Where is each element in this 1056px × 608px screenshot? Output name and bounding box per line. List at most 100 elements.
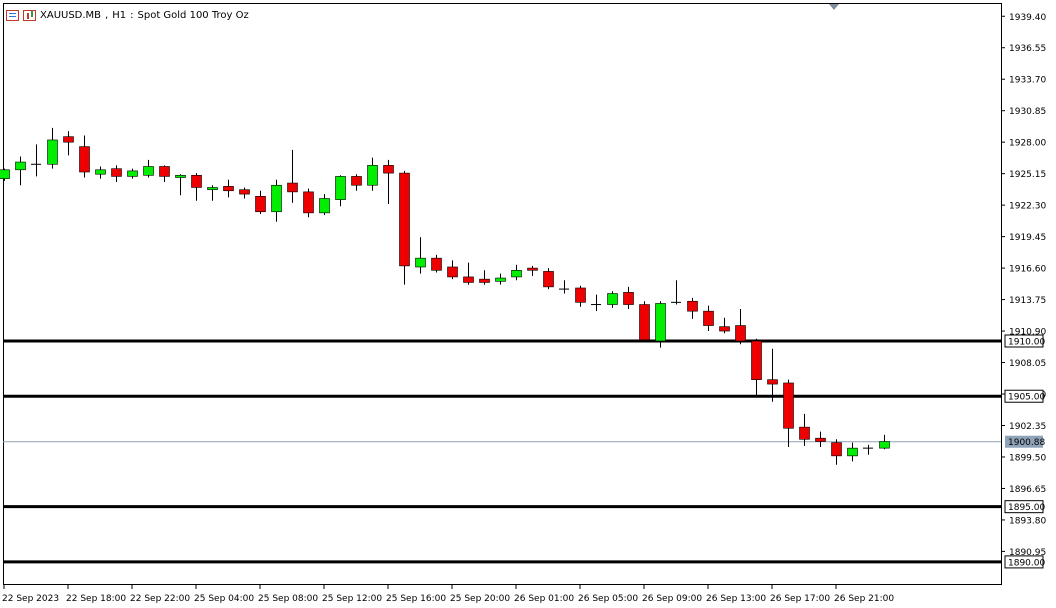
bid-price-tag (1005, 435, 1043, 448)
candle (751, 338, 762, 397)
candle (527, 265, 538, 276)
price-tick-label: 1925.15 (1009, 170, 1046, 180)
time-tick-label: 26 Sep 17:00 (770, 594, 830, 604)
candle (591, 294, 601, 312)
plot-border (3, 3, 1002, 585)
candle-body (111, 168, 122, 177)
candle (847, 442, 858, 462)
candle (0, 168, 10, 181)
candle-body (815, 437, 826, 442)
candle-body (799, 426, 810, 440)
price-tick-label: 1922.30 (1009, 202, 1046, 212)
candle (719, 317, 730, 334)
time-tick-label: 25 Sep 12:00 (322, 594, 382, 604)
candle-body (655, 303, 666, 342)
level-price-label: 1895.00 (1008, 503, 1045, 513)
candle (239, 187, 250, 199)
chart-description: Spot Gold 100 Troy Oz (137, 9, 249, 21)
price-tick-label: 1933.70 (1009, 76, 1046, 86)
candle-body (319, 198, 330, 214)
chart-symbol: XAUUSD.MB (40, 9, 102, 21)
candle (63, 131, 74, 156)
candle (207, 185, 218, 201)
candle (303, 188, 314, 218)
candle (559, 280, 569, 294)
candle-body (415, 257, 426, 268)
price-tick-label: 1899.50 (1009, 453, 1046, 463)
candle-body (335, 176, 346, 200)
candle-body (255, 195, 266, 213)
candle (287, 149, 298, 203)
candle-body (79, 146, 90, 173)
time-tick-label: 26 Sep 05:00 (578, 594, 638, 604)
candle (879, 434, 890, 450)
time-tick-label: 26 Sep 13:00 (706, 594, 766, 604)
candle (479, 270, 490, 285)
candle (767, 348, 778, 402)
candle-body (303, 191, 314, 214)
level-price-label: 1905.00 (1008, 393, 1045, 403)
candle (31, 144, 41, 177)
candle-body (399, 172, 410, 267)
candle (831, 439, 842, 465)
chart-timeframe: H1 (112, 9, 127, 21)
candle-body (687, 300, 698, 312)
candle (255, 190, 266, 214)
candle (335, 175, 346, 207)
candle (319, 194, 330, 216)
candle (655, 301, 666, 348)
level-price-tag (1004, 555, 1044, 569)
candle (783, 379, 794, 448)
candle (863, 444, 873, 455)
candle-body (15, 161, 26, 171)
candle (511, 264, 522, 281)
time-tick-label: 26 Sep 01:00 (514, 594, 574, 604)
candle-body (543, 271, 554, 288)
candle-body (879, 441, 890, 449)
candle-body (495, 277, 506, 282)
candle-body (47, 139, 58, 165)
price-tick-label: 1916.60 (1009, 265, 1046, 275)
candle-body (95, 169, 106, 175)
candle (543, 268, 554, 290)
candle-body (271, 184, 282, 213)
price-tick-label: 1893.80 (1009, 516, 1046, 526)
candle-body (223, 186, 234, 192)
candle (95, 166, 106, 179)
candle (447, 260, 458, 280)
candle-body (751, 340, 762, 380)
candle-body (623, 292, 634, 305)
candle-body (735, 325, 746, 342)
candle-body (831, 442, 842, 457)
candle (495, 273, 506, 285)
candle-body (143, 166, 154, 176)
candle-body (719, 326, 730, 332)
candle (351, 174, 362, 191)
price-tick-label: 1936.55 (1009, 44, 1046, 54)
candle-body (351, 176, 362, 186)
candle-body (639, 304, 650, 341)
price-tick-label: 1896.65 (1009, 485, 1046, 495)
candle (15, 156, 26, 186)
candle (431, 254, 442, 273)
level-price-label: 1910.00 (1008, 337, 1045, 347)
candle (623, 286, 634, 309)
candle (175, 174, 186, 196)
candle (191, 173, 202, 201)
candle (143, 159, 154, 178)
candle (687, 297, 698, 319)
chart-header: XAUUSD.MB, H1: Spot Gold 100 Troy Oz (6, 7, 249, 23)
candle-body (207, 187, 218, 190)
time-tick-label: 25 Sep 08:00 (258, 594, 318, 604)
candle (671, 280, 681, 305)
level-price-label: 1890.00 (1008, 558, 1045, 568)
chart-type-icon (23, 9, 36, 21)
candle (127, 168, 138, 179)
candle (575, 285, 586, 307)
price-tick-label: 1913.75 (1009, 296, 1046, 306)
time-tick-label: 25 Sep 20:00 (450, 594, 510, 604)
candle-body (175, 175, 186, 178)
candle (383, 159, 394, 205)
